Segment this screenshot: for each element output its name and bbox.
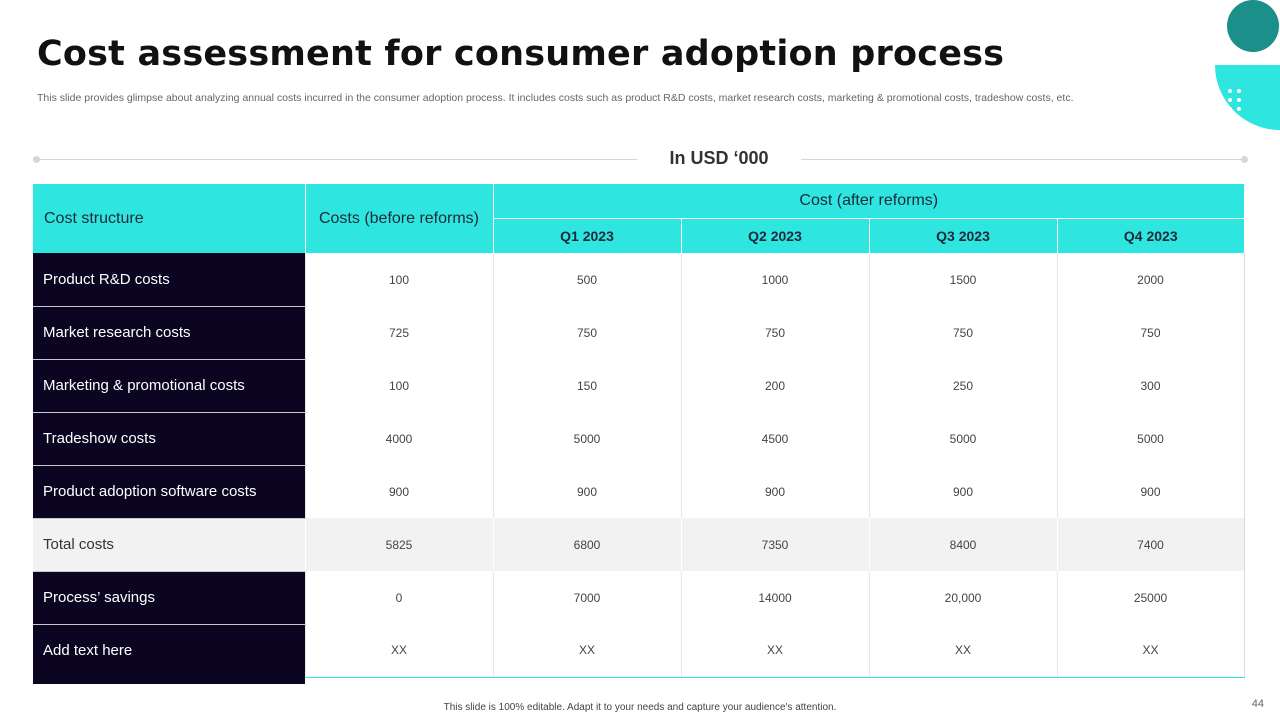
cell-before: XX [304,624,493,678]
header-q3: Q3 2023 [868,218,1057,253]
cell-q1: 150 [492,359,681,412]
table-row: Marketing & promotional costs 100 150 20… [33,359,1245,413]
header-costs-before: Costs (before reforms) [304,184,493,253]
table-row: Market research costs 725 750 750 750 75… [33,306,1245,360]
row-label: Total costs [33,518,305,572]
cell-q2: 750 [680,306,869,359]
unit-divider-dot-left [33,156,40,163]
cell-before: 0 [304,571,493,624]
cell-q1: XX [492,624,681,678]
header-q1: Q1 2023 [492,218,681,253]
cell-q1: 500 [492,253,681,306]
cell-before: 900 [304,465,493,518]
cell-q3: 750 [868,306,1057,359]
cell-q2: 900 [680,465,869,518]
table-row: Process’ savings 0 7000 14000 20,000 250… [33,571,1245,625]
cell-q4: 7400 [1056,518,1245,571]
row-label: Market research costs [33,306,305,360]
cell-q2: 200 [680,359,869,412]
table-row: Product R&D costs 100 500 1000 1500 2000 [33,253,1245,307]
cell-q3: 8400 [868,518,1057,571]
unit-divider-left [37,159,637,160]
table-row: Tradeshow costs 4000 5000 4500 5000 5000 [33,412,1245,466]
cell-q4: 5000 [1056,412,1245,465]
header-cost-after-group: Cost (after reforms) [492,184,1244,219]
cell-q2: 14000 [680,571,869,624]
cell-before: 725 [304,306,493,359]
cell-q1: 7000 [492,571,681,624]
table-row-total: Total costs 5825 6800 7350 8400 7400 [33,518,1245,572]
cell-q1: 750 [492,306,681,359]
unit-label: In USD ‘000 [669,148,769,168]
cell-q4: 300 [1056,359,1245,412]
cell-q1: 5000 [492,412,681,465]
cell-before: 5825 [304,518,493,571]
unit-divider-dot-right [1241,156,1248,163]
decorative-circle [1227,0,1279,52]
cell-q4: 900 [1056,465,1245,518]
row-label: Product adoption software costs [33,465,305,519]
cell-q3: 1500 [868,253,1057,306]
cell-before: 100 [304,253,493,306]
cell-q2: 1000 [680,253,869,306]
cell-before: 100 [304,359,493,412]
row-label: Process’ savings [33,571,305,625]
cell-q3: 5000 [868,412,1057,465]
row-label: Tradeshow costs [33,412,305,466]
slide-subtitle: This slide provides glimpse about analyz… [37,92,1074,104]
row-label: Add text here [33,624,305,678]
decorative-quarter-circle [1215,65,1280,130]
cell-q3: 250 [868,359,1057,412]
page-number: 44 [1251,698,1264,710]
decorative-dots-icon [1228,89,1246,117]
cell-q1: 900 [492,465,681,518]
cell-q4: 750 [1056,306,1245,359]
header-q2: Q2 2023 [680,218,869,253]
cell-q4: 25000 [1056,571,1245,624]
cell-q3: 20,000 [868,571,1057,624]
cell-q3: 900 [868,465,1057,518]
cell-q4: XX [1056,624,1245,678]
row-label: Marketing & promotional costs [33,359,305,413]
header-q4: Q4 2023 [1056,218,1244,253]
unit-divider-right [801,159,1244,160]
footer-note: This slide is 100% editable. Adapt it to… [443,702,837,713]
header-cost-structure: Cost structure [33,184,305,253]
table-row: Add text here XX XX XX XX XX [33,624,1245,678]
cell-q2: XX [680,624,869,678]
cell-q2: 4500 [680,412,869,465]
cell-q4: 2000 [1056,253,1245,306]
cost-table: Cost structure Costs (before reforms) Co… [33,184,1245,678]
cell-q2: 7350 [680,518,869,571]
slide-title: Cost assessment for consumer adoption pr… [37,34,1005,74]
cell-q3: XX [868,624,1057,678]
table-tail-bar [33,676,305,684]
cell-before: 4000 [304,412,493,465]
table-row: Product adoption software costs 900 900 … [33,465,1245,519]
row-label: Product R&D costs [33,253,305,307]
cell-q1: 6800 [492,518,681,571]
